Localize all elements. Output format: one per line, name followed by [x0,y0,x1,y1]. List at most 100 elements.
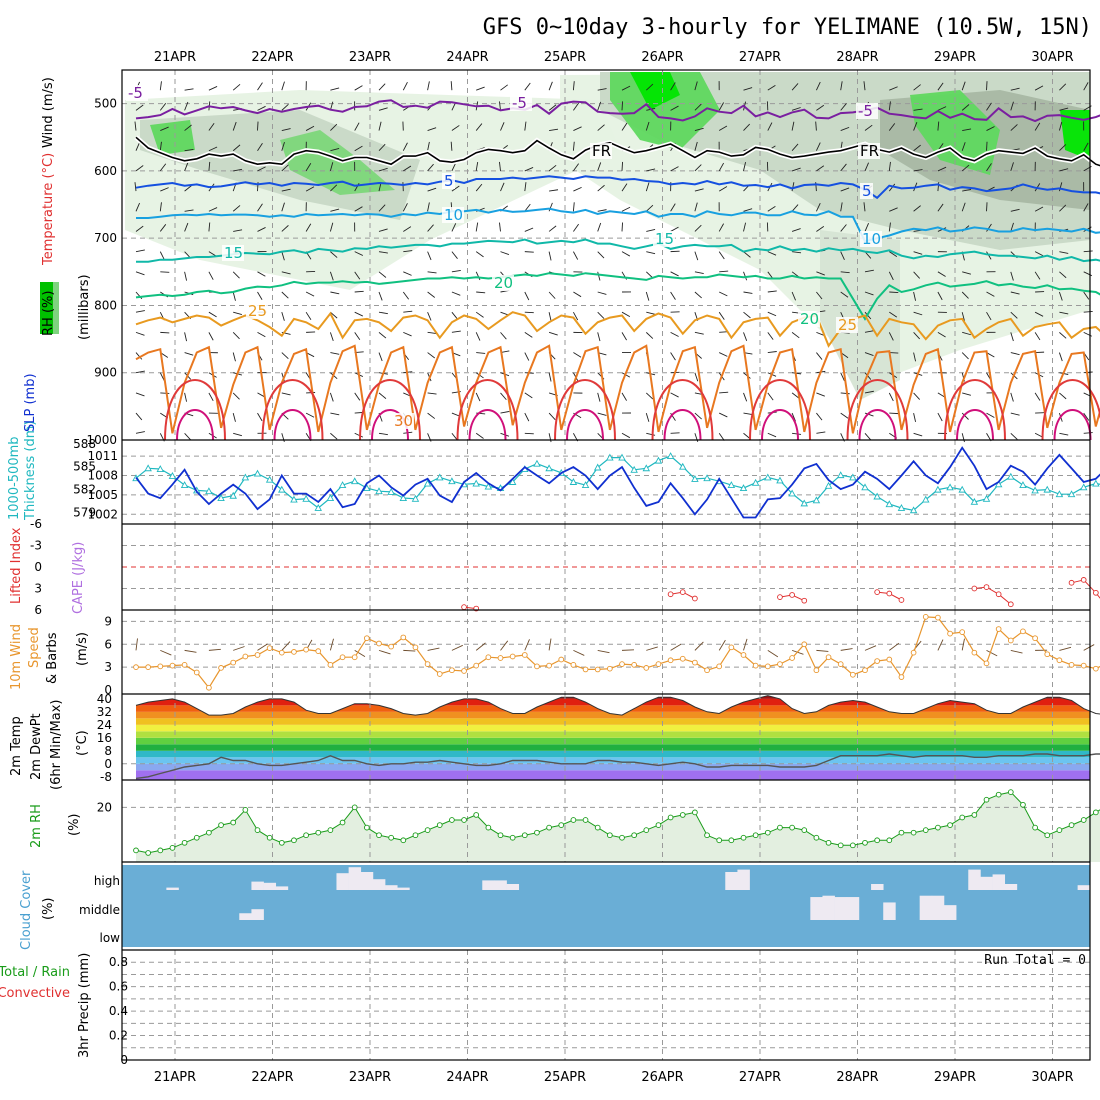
wind-barb [232,144,241,152]
isotherm-35 [164,379,226,441]
wind-barb [427,251,432,261]
rh2m-marker [254,827,261,833]
wind-barb [184,209,194,212]
wind-barb [159,163,167,172]
isotherm-label-bg [246,303,268,319]
wind10m-barb [840,648,853,651]
wind-barb [573,126,582,131]
wind10m-speed-marker [1044,651,1051,658]
temperature-band [136,750,1090,758]
isotherm-label: 30 [394,412,413,430]
wind-barb [500,410,510,414]
temperature-band [136,737,1090,745]
wind-barb [913,392,921,400]
wind10m-speed-marker [898,674,905,680]
thickness-marker [375,487,383,495]
wind-barb [184,162,189,172]
wind-barb [962,271,971,275]
pressure-section-ylabel: RH (%) Temperature (°C) Wind (m/s) (milliba… [40,77,92,340]
rh-shading-region [1060,110,1090,160]
wind10m-speed-marker [133,664,139,670]
rh2m-marker [704,832,710,839]
wind-barb [597,162,602,172]
freezing-line [135,136,1100,167]
wind-barb [160,331,170,334]
wind10m-tick-label: 9 [104,614,112,628]
rh2m-marker [1044,832,1051,839]
wind10m-barb [475,642,486,651]
temperature-axis-label: Temperature (°C) [41,153,56,266]
thickness-marker [278,485,286,493]
wind-barb [986,141,988,151]
wind-barb [160,187,169,192]
wind-barb [888,123,896,131]
temperature-band [136,711,1090,719]
wind-barb [427,412,436,419]
wind-barb [670,392,679,398]
wind-barb [354,145,363,152]
wind-barb [791,83,799,91]
thickness-marker [229,491,237,499]
lifted-index-tick-label: 3 [34,582,42,596]
wind-barb [233,168,243,172]
wind-barb [427,331,437,334]
wind10m-speed-marker [740,652,747,658]
pressure-section-grid [122,70,1090,441]
wind-barb [524,352,530,361]
isotherm-40 [956,409,994,441]
wind-barb [937,203,944,212]
wind10m-speed-marker [619,661,625,667]
wind-barb [962,188,972,192]
wind-barb [815,81,821,91]
wind-barb [597,332,601,342]
cloud-high-cell [725,872,738,890]
rh2m-panel: 20 2m RH (%) [29,780,1100,862]
bottom-date-label: 29APR [934,1070,976,1085]
slp-tick-label: 1008 [87,469,118,483]
wind-barb [1059,83,1067,91]
lifted-index-marker [801,597,808,604]
thickness-marker [654,456,663,464]
wind10m-barb [597,649,610,654]
wind-barb [743,311,751,319]
isotherm-25 [135,311,1100,348]
wind-barb [719,352,728,357]
wind-barb [913,84,921,91]
isotherm-35 [261,379,324,441]
rh2m-marker [935,824,941,831]
cloud-cover-ylabel: Cloud Cover (%) [19,870,56,950]
wind-barb [159,102,167,111]
thickness-marker [484,482,493,490]
wind10m-speed-marker [1080,662,1087,669]
temperature-tick-label: 16 [97,731,112,745]
bottom-date-label: 22APR [251,1070,293,1085]
wind10m-panel: 9 6 3 0 10m Wind Speed & Barbs (m/s) [9,610,1100,697]
wind-barb [694,81,698,91]
wind-barb [232,412,236,422]
wind-barb [281,103,289,111]
wind-barb [961,312,965,322]
rh2m-marker [1068,822,1075,828]
wind-barb [646,432,656,436]
wind-barb [403,331,412,337]
wind-barb [573,223,579,232]
rh2m-marker [947,822,953,828]
cloud-layer-label: low [100,931,121,945]
isotherm-label: -5 [512,94,527,112]
top-date-label: 28APR [836,50,878,65]
bottom-date-labels: 21APR 22APR 23APR 24APR 25APR 26APR 27APR 28APR… [154,1070,1074,1085]
wind-barb [184,222,189,232]
rh2m-marker [1080,817,1087,823]
rh-shading-region [610,72,720,150]
lifted-index-marker [777,594,783,600]
wind-barb [232,271,240,279]
rh-color-key [40,282,53,334]
isotherm-35 [749,379,811,441]
wind10m-tick-label: 3 [104,660,112,674]
wind-barb [475,251,484,258]
wind10m-speed-marker [521,652,528,658]
rh2m-marker [874,837,881,844]
pressure-tick-label: 600 [94,164,117,178]
cloud-high-cell [506,884,520,890]
wind-barb [378,167,388,172]
